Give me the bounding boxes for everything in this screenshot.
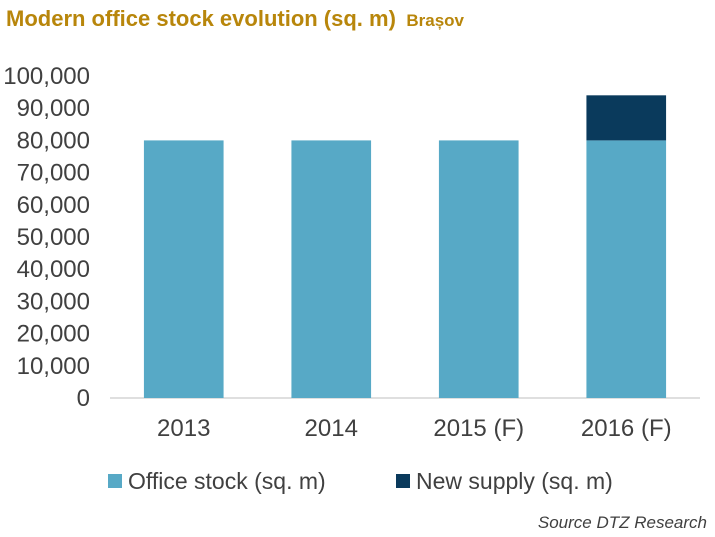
y-tick-label: 40,000 xyxy=(17,256,90,283)
y-tick-label: 70,000 xyxy=(17,160,90,187)
bar-new-supply xyxy=(586,95,667,141)
y-tick-label: 0 xyxy=(77,385,90,412)
y-tick-label: 20,000 xyxy=(17,321,90,348)
bar-office-stock xyxy=(438,140,519,398)
x-tick-label: 2014 xyxy=(305,415,358,442)
source-note: Source DTZ Research xyxy=(537,513,707,532)
bar-office-stock xyxy=(586,140,667,398)
bars xyxy=(143,95,667,398)
x-tick-label: 2015 (F) xyxy=(433,415,524,442)
y-tick-label: 50,000 xyxy=(17,224,90,251)
y-tick-label: 10,000 xyxy=(17,353,90,380)
y-tick-label: 100,000 xyxy=(3,63,90,90)
x-tick-label: 2013 xyxy=(157,415,210,442)
chart-title: Modern office stock evolution (sq. m) xyxy=(6,6,396,31)
legend: Office stock (sq. m) New supply (sq. m) xyxy=(108,468,613,494)
x-tick-label: 2016 (F) xyxy=(581,415,672,442)
legend-label-office-stock: Office stock (sq. m) xyxy=(128,468,326,494)
legend-swatch-office-stock xyxy=(108,474,122,488)
y-tick-label: 80,000 xyxy=(17,127,90,154)
y-tick-label: 90,000 xyxy=(17,95,90,122)
chart-title-row: Modern office stock evolution (sq. m) Br… xyxy=(6,6,464,32)
y-tick-label: 60,000 xyxy=(17,192,90,219)
legend-swatch-new-supply xyxy=(396,474,410,488)
legend-label-new-supply: New supply (sq. m) xyxy=(416,468,613,494)
x-axis: 2013 2014 2015 (F) 2016 (F) xyxy=(157,415,672,442)
chart-subtitle: Brașov xyxy=(406,11,465,30)
bar-office-stock xyxy=(143,140,224,398)
y-axis: 0 10,000 20,000 30,000 40,000 50,000 60,000 70,… xyxy=(3,63,90,412)
bar-office-stock xyxy=(291,140,372,398)
y-tick-label: 30,000 xyxy=(17,288,90,315)
